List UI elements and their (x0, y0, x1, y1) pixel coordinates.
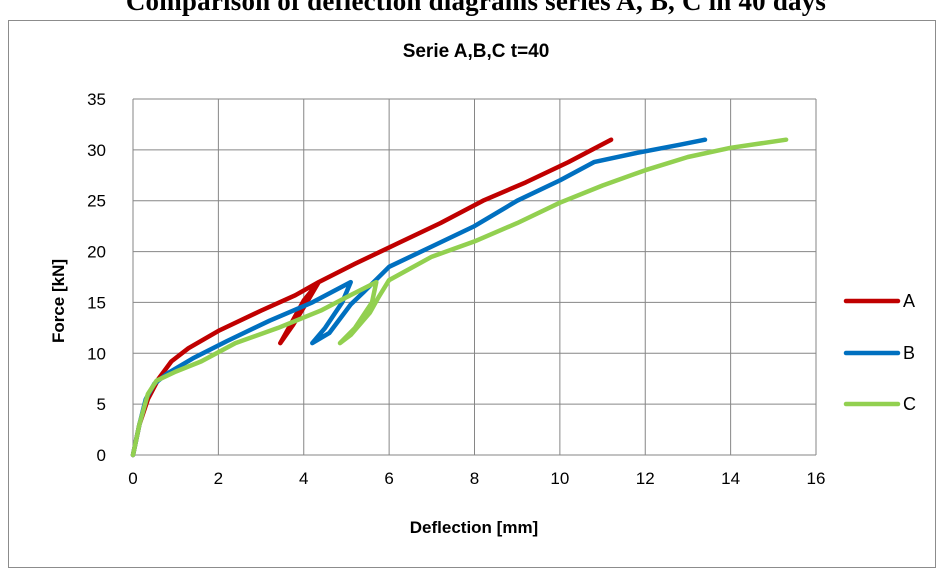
x-tick-label: 0 (128, 469, 137, 488)
legend-label: A (903, 291, 915, 311)
x-tick-label: 10 (550, 469, 569, 488)
legend: A B C (843, 291, 916, 414)
legend-item-a: A (843, 291, 915, 311)
legend-item-c: C (843, 394, 916, 414)
legend-item-b: B (843, 343, 915, 363)
y-tick-label: 35 (87, 90, 106, 109)
y-tick-label: 5 (97, 395, 106, 414)
y-axis-title: Force [kN] (49, 259, 68, 343)
page-title: Comparison of deflection diagrams series… (125, 0, 827, 16)
x-tick-label: 12 (636, 469, 655, 488)
y-tick-label: 25 (87, 192, 106, 211)
x-axis-title: Deflection [mm] (410, 518, 538, 537)
plot-series (130, 137, 789, 458)
tick-labels: 0 2 4 6 8 10 12 14 16 0 5 10 15 20 25 30 35 (87, 90, 825, 488)
x-tick-label: 6 (384, 469, 393, 488)
legend-label: C (903, 394, 916, 414)
series-line-a (130, 137, 614, 458)
series-line-c (130, 137, 789, 458)
y-tick-label: 15 (87, 293, 106, 312)
chart-title: Serie A,B,C t=40 (403, 41, 550, 62)
x-tick-label: 16 (807, 469, 826, 488)
x-tick-label: 8 (470, 469, 479, 488)
chart-frame (8, 20, 936, 568)
y-tick-label: 20 (87, 243, 106, 262)
x-tick-label: 2 (214, 469, 223, 488)
x-tick-label: 14 (721, 469, 740, 488)
legend-label: B (903, 343, 915, 363)
y-tick-label: 10 (87, 344, 106, 363)
x-tick-label: 4 (299, 469, 308, 488)
grid-lines (132, 98, 817, 456)
y-tick-label: 30 (87, 141, 106, 160)
y-tick-label: 0 (97, 446, 106, 465)
